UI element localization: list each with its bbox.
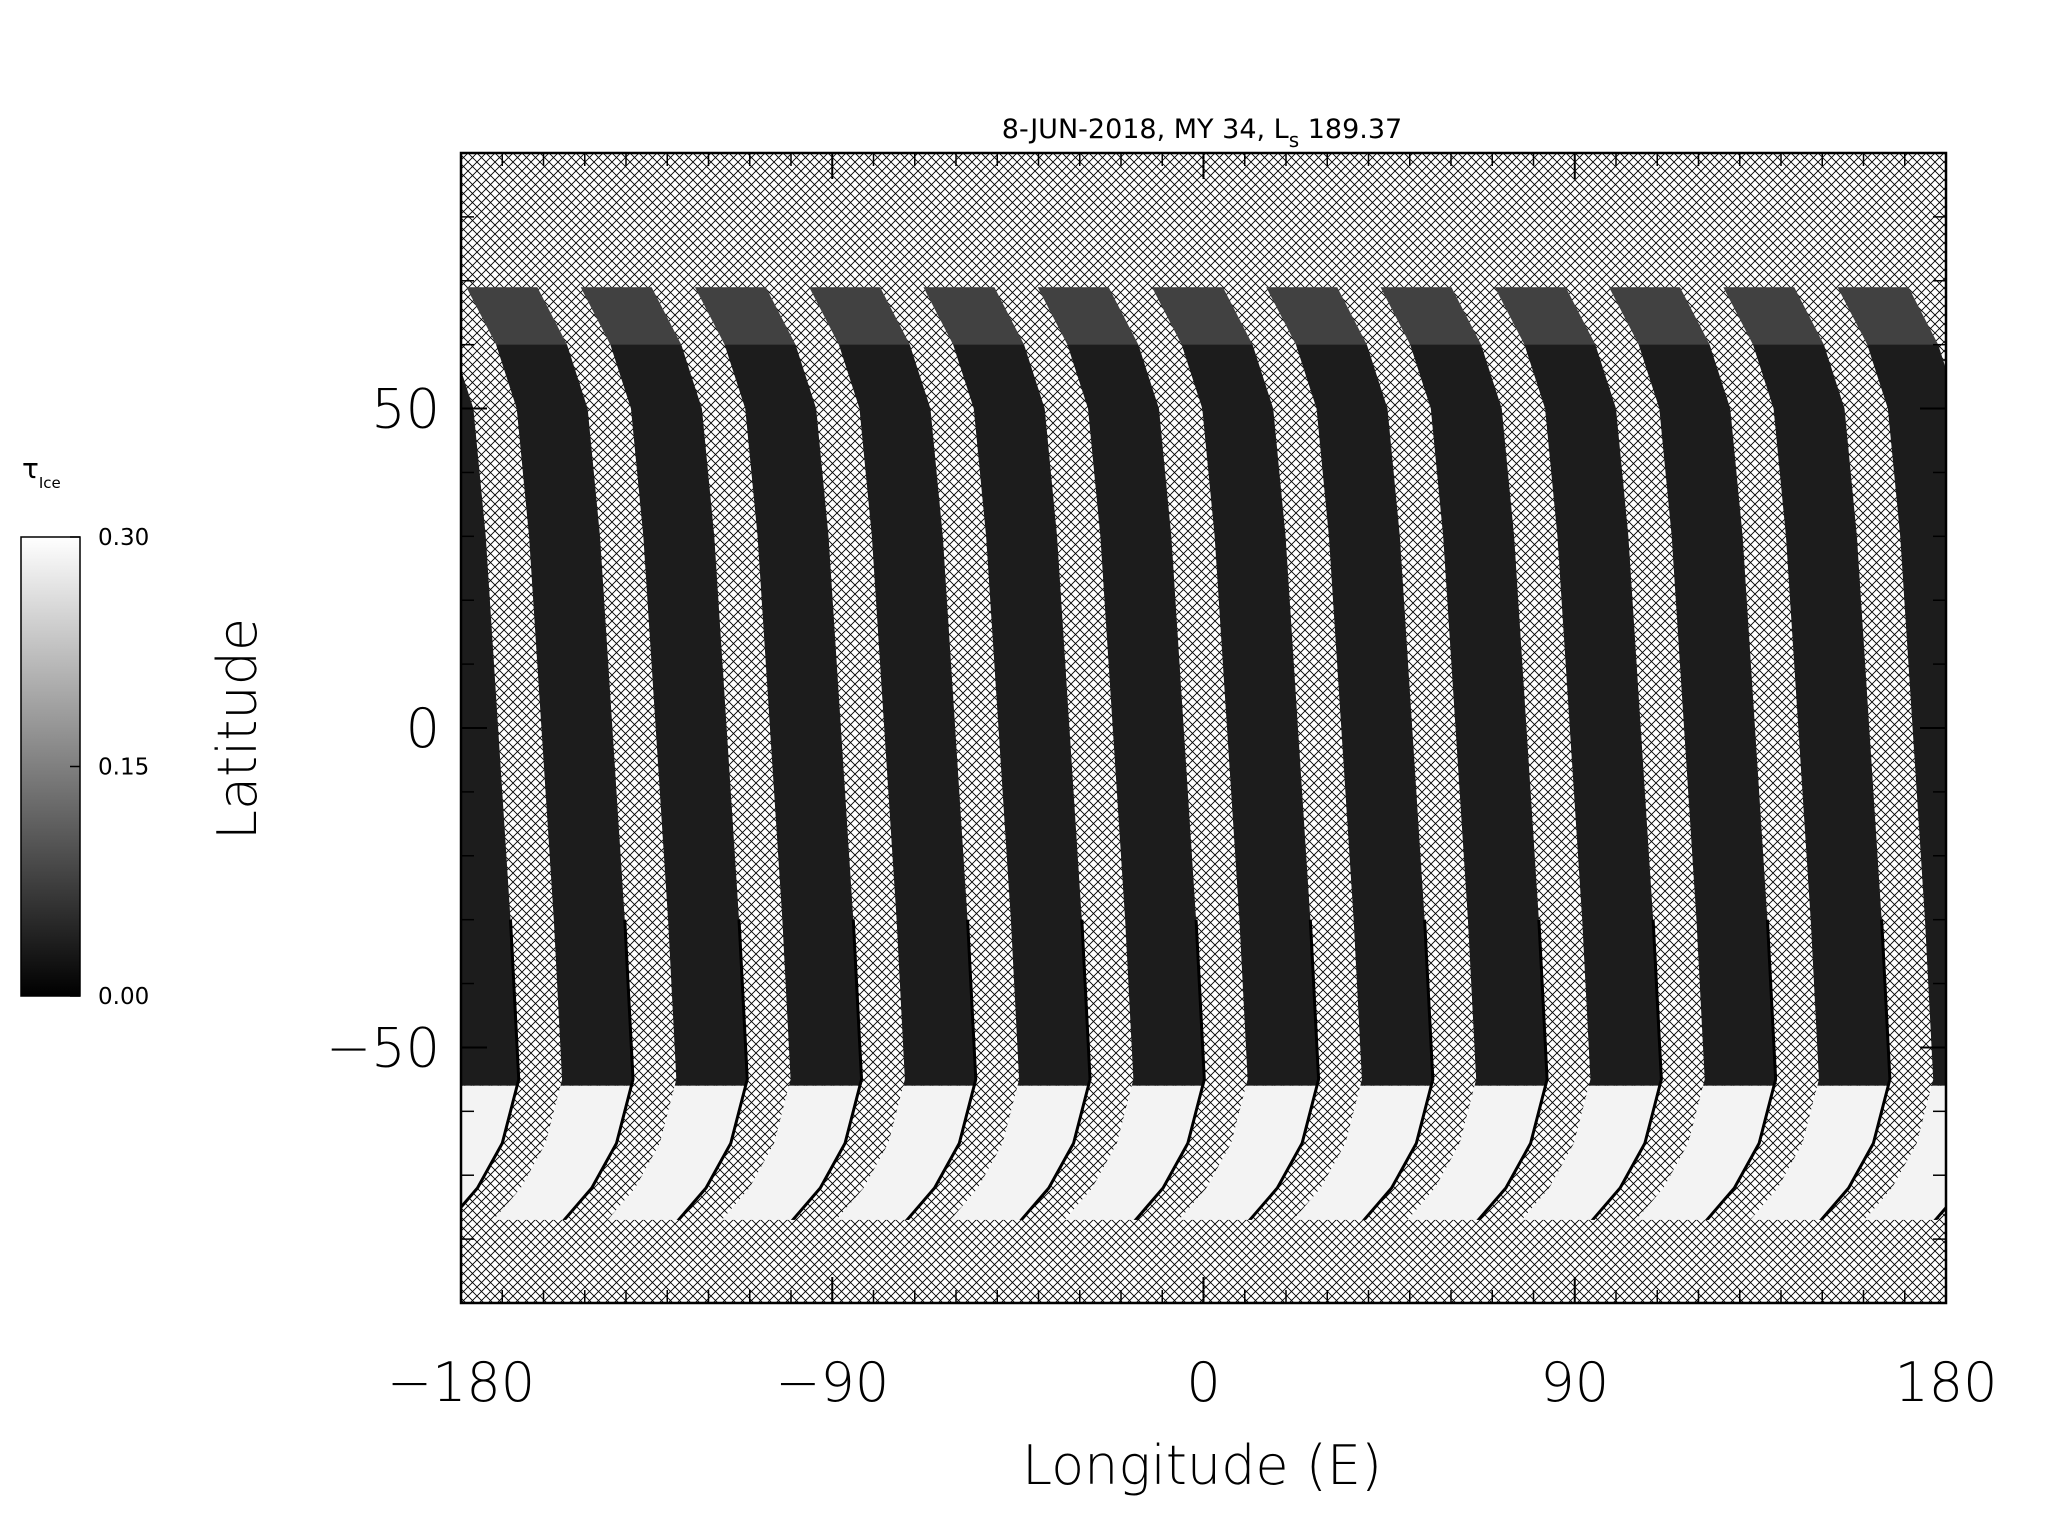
orbit-gap [762,153,905,1303]
gap-edge [1585,919,1663,1228]
gap-edge [1014,919,1092,1228]
chart-title: 8-JUN-2018, MY 34, Ls 189.37 [1002,114,1402,152]
orbit-gap [1448,153,1591,1303]
orbit-gap [1333,153,1477,1303]
orbit-gap [1219,153,1362,1303]
y-tick-label: 50 [371,378,440,441]
colorbar-tick-label: 0.00 [98,984,149,1010]
x-axis-label: Longitude (E) [1022,1434,1382,1497]
title-subscript: s [1289,128,1299,152]
gap-edge [1814,919,1892,1228]
x-tick-label: −180 [387,1351,535,1414]
orbit-gap [991,153,1134,1303]
gap-edge [900,919,978,1228]
colorbar-tick-label: 0.15 [98,755,149,781]
gap-edge [2044,920,2048,1227]
x-tick-label: 0 [1186,1351,1220,1414]
x-tick-label: −90 [775,1351,889,1414]
x-tick-label: 90 [1540,1351,1609,1414]
orbit-gap [1562,153,1705,1303]
colorbar-symbol: τ [22,452,39,485]
gap-edge [1471,919,1549,1228]
orbit-gap [2019,140,2048,1316]
y-axis-label: Latitude [206,618,269,840]
gap-edge [461,919,521,1210]
gap-edge [1357,919,1435,1228]
y-tick-label: 0 [406,697,440,760]
gap-edge [557,919,635,1228]
gap-edge [1243,919,1321,1228]
orbit-gap [461,153,563,1303]
title-text: 8-JUN-2018, MY 34, L [1002,114,1289,145]
orbit-gap [534,153,677,1303]
y-tick-label: −50 [326,1016,440,1079]
gap-edge [1700,919,1778,1228]
gap-edge [786,919,864,1228]
colorbar-label: τIce [22,452,61,492]
gap-edge [1128,919,1206,1228]
colorbar-subscript: Ice [39,474,61,492]
colorbar-tick-label: 0.30 [98,525,149,551]
title-text-after: 189.37 [1299,114,1402,145]
gap-edge [671,919,749,1228]
orbit-gap [1105,153,1248,1303]
x-tick-label: 180 [1894,1351,1997,1414]
orbit-gap [1676,153,1819,1303]
map-image [461,140,2048,1316]
orbit-gap [648,153,791,1303]
orbit-gap [876,153,1020,1303]
orbit-gap [1790,153,1934,1303]
